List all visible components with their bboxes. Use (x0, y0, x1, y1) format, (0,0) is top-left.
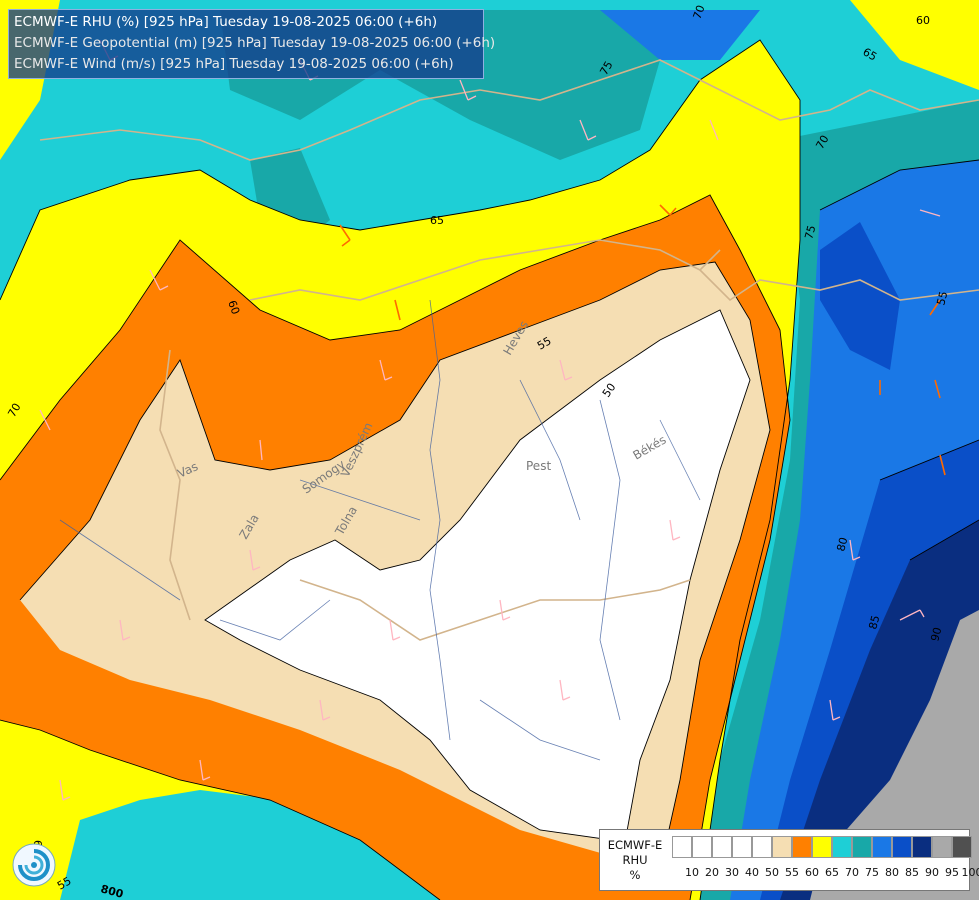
contour-label: 60 (225, 299, 242, 317)
contour-label: 70 (691, 3, 708, 21)
wind-barbs-strong (339, 204, 946, 476)
legend-swatch (952, 836, 972, 858)
rhu-legend: ECMWF-E RHU % 10 20 30 40 50 55 60 65 70 75 80 85 90… (599, 829, 979, 891)
legend-swatch (932, 836, 952, 858)
contour-label: 75 (802, 224, 818, 241)
contour-label-group: 50 55 55 60 60 65 65 70 70 70 75 75 80 8… (5, 3, 950, 900)
legend-swatch (792, 836, 812, 858)
legend-tick-label: 60 (805, 866, 819, 879)
legend-tick-label: 90 (925, 866, 939, 879)
contour-label: 80 (834, 536, 850, 553)
legend-title-line: % (629, 868, 641, 882)
legend-swatch (812, 836, 832, 858)
legend-tick-label: 20 (705, 866, 719, 879)
contour-label: 55 (55, 874, 74, 892)
legend-swatch (712, 836, 732, 858)
legend-swatch (912, 836, 932, 858)
legend-tick-label: 55 (785, 866, 799, 879)
legend-swatch (832, 836, 852, 858)
contour-label: 55 (934, 290, 950, 307)
contour-label: 90 (928, 626, 944, 643)
title-geopotential: ECMWF-E Geopotential (m) [925 hPa] Tuesd… (14, 35, 496, 51)
legend-tick-label: 10 (685, 866, 699, 879)
legend-tick-label: 30 (725, 866, 739, 879)
legend-swatch (732, 836, 752, 858)
legend-tick-label: 50 (765, 866, 779, 879)
geopotential-label: 800 (99, 882, 125, 900)
rhu-field-95 (810, 610, 979, 900)
legend-title-line: ECMWF-E (607, 838, 663, 852)
rivers (59, 299, 701, 761)
legend-tick-label: 100 (961, 866, 979, 879)
contour-label: 55 (535, 334, 554, 352)
legend-swatches (672, 836, 972, 858)
legend-swatch (892, 836, 912, 858)
legend-tick-label: 85 (905, 866, 919, 879)
legend-tick-label: 75 (865, 866, 879, 879)
title-box: ECMWF-E RHU (%) [925 hPa] Tuesday 19-08-… (8, 9, 496, 79)
contour-label: 70 (5, 401, 23, 420)
legend-swatch (772, 836, 792, 858)
legend-tick-label: 95 (945, 866, 959, 879)
contour-label: 75 (597, 59, 615, 78)
legend-swatch (872, 836, 892, 858)
legend-swatch (752, 836, 772, 858)
rhu-contour-lines (0, 39, 979, 900)
rhu-field-85 (820, 222, 900, 370)
rhu-field-65-ne (850, 0, 979, 90)
contour-label: 85 (866, 614, 882, 631)
rhu-field-85-ne (600, 10, 760, 60)
ecmwf-swirl-icon (12, 843, 56, 887)
title-rhu: ECMWF-E RHU (%) [925 hPa] Tuesday 19-08-… (14, 14, 438, 30)
country-borders (39, 59, 979, 641)
rhu-field-50 (205, 310, 750, 842)
legend-title-line: RHU (622, 853, 648, 867)
legend-tick-label: 70 (845, 866, 859, 879)
contour-label: 65 (430, 214, 444, 227)
legend-tick-label: 80 (885, 866, 899, 879)
legend-title: ECMWF-E RHU % (602, 838, 668, 883)
title-wind: ECMWF-E Wind (m/s) [925 hPa] Tuesday 19-… (14, 56, 454, 72)
legend-swatch (852, 836, 872, 858)
legend-tick-label: 40 (745, 866, 759, 879)
contour-label: 70 (813, 133, 831, 152)
contour-label: 60 (916, 14, 930, 27)
contour-label: 65 (861, 45, 880, 63)
legend-swatch (672, 836, 692, 858)
legend-swatch (692, 836, 712, 858)
legend-tick-label: 65 (825, 866, 839, 879)
region-label: Pest (526, 459, 551, 473)
